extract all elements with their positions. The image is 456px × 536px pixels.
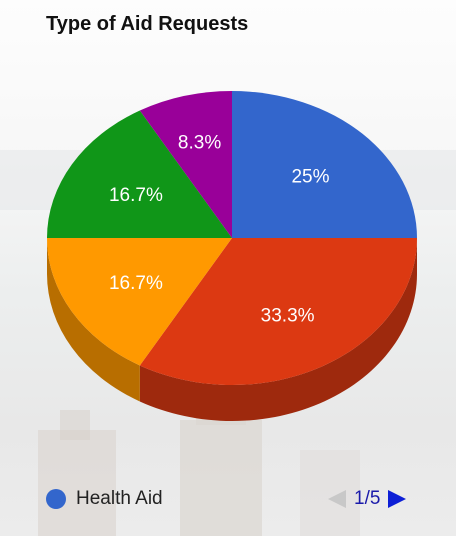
legend-page-indicator: 1/5 — [354, 488, 381, 509]
pie-slice-5[interactable] — [139, 91, 232, 238]
pie-slice-label-5: 8.3% — [178, 132, 221, 153]
pie-slice-side-3 — [47, 238, 140, 402]
legend: Health Aid — [46, 486, 163, 512]
legend-label-health-aid: Health Aid — [76, 488, 163, 509]
pie-slice-3[interactable] — [47, 238, 232, 366]
legend-swatch-health-aid — [46, 489, 66, 509]
pie-slice-side-2 — [139, 238, 417, 421]
next-page-arrow-icon[interactable] — [386, 488, 408, 510]
pie-slice-2[interactable] — [139, 238, 417, 385]
pie-slice-4[interactable] — [47, 110, 232, 238]
chart-title: Type of Aid Requests — [46, 13, 249, 35]
pie-slice-label-2: 33.3% — [261, 305, 315, 326]
pie-slice-label-1: 25% — [291, 167, 329, 188]
pie-slice-label-3: 16.7% — [109, 273, 163, 294]
pie-slice-label-4: 16.7% — [109, 185, 163, 206]
previous-page-arrow-icon[interactable] — [326, 488, 348, 510]
legend-pager: 1/5 — [326, 486, 408, 512]
pie-slice-1[interactable] — [232, 91, 417, 238]
